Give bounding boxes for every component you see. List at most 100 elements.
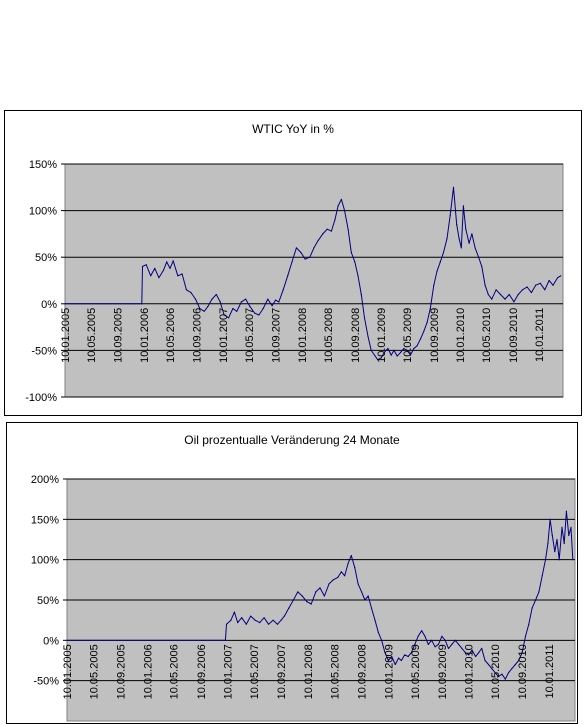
data-point (518, 659, 520, 662)
data-point (436, 270, 438, 272)
data-point (487, 293, 489, 296)
data-point (452, 186, 455, 188)
data-point (407, 655, 409, 658)
data-point (337, 576, 339, 578)
y-tick-label: 50% (35, 252, 57, 264)
x-tick-label: 10.09.2007 (276, 644, 288, 699)
x-tick-label: 10.09.2006 (196, 644, 208, 699)
series-line (65, 186, 562, 361)
data-point (271, 305, 273, 307)
data-point (429, 307, 431, 310)
data-point (283, 615, 285, 617)
data-point (504, 678, 506, 680)
data-point (390, 354, 392, 356)
data-point (334, 219, 336, 221)
data-point (558, 559, 560, 561)
data-point (259, 622, 261, 624)
data-point (323, 595, 325, 597)
data-point (240, 301, 242, 303)
x-tick-label: 10.09.2010 (508, 308, 520, 363)
x-tick-label: 10.01.2005 (60, 308, 72, 363)
data-point (332, 579, 334, 581)
x-tick-label: 10.01.2005 (62, 644, 74, 699)
data-point (387, 659, 389, 662)
data-point (421, 630, 423, 632)
data-point (258, 314, 260, 316)
data-point (434, 646, 436, 648)
data-point (158, 277, 160, 279)
x-tick-label: 10.09.2005 (113, 308, 125, 363)
data-point (570, 526, 572, 528)
data-point (499, 293, 502, 296)
chart-title: WTIC YoY in % (252, 122, 334, 136)
chart-oil-24m-plot: -50% 0% 50% 100% 150% 200% 10.01.2005 10.05.200… (31, 474, 576, 722)
data-point (383, 351, 385, 353)
data-point (547, 542, 549, 545)
data-point (313, 247, 315, 249)
x-tick-label: 10.05.2008 (323, 308, 335, 363)
data-point (481, 647, 483, 649)
data-point (319, 587, 321, 589)
data-point (396, 355, 398, 357)
data-point (393, 349, 395, 351)
data-point (481, 265, 483, 268)
data-point (295, 247, 297, 249)
data-point (406, 349, 408, 351)
data-point (468, 654, 470, 656)
data-point (404, 654, 406, 656)
y-tick-label: 50% (37, 595, 59, 607)
data-point (66, 639, 68, 641)
data-point (387, 347, 389, 350)
data-point (491, 298, 493, 300)
x-tick-label: 10.01.2010 (455, 308, 467, 363)
data-point (275, 299, 277, 301)
data-point (322, 233, 324, 235)
x-tick-label: 10.01.2006 (139, 308, 151, 363)
data-point (166, 261, 168, 263)
data-point (456, 224, 458, 226)
chart-title: Oil prozentualle Veränderung 24 Monate (184, 433, 400, 447)
data-point (292, 599, 294, 601)
data-point (554, 551, 556, 553)
data-point (177, 275, 179, 277)
data-point (447, 647, 450, 649)
data-point (511, 668, 513, 670)
data-point (400, 351, 402, 353)
x-tick-label: 10.09.2005 (116, 644, 128, 699)
data-point (478, 256, 480, 258)
data-point (360, 293, 362, 296)
data-point (419, 338, 421, 340)
data-point (154, 267, 156, 269)
x-tick-label: 10.05.2005 (88, 644, 100, 699)
x-tick-label: 10.05.2009 (402, 308, 414, 363)
data-point (538, 591, 540, 593)
data-point (64, 303, 66, 305)
data-point (454, 639, 456, 641)
data-point (526, 286, 528, 288)
data-point (439, 261, 441, 263)
data-point (278, 301, 280, 303)
data-point (172, 260, 174, 262)
data-point (337, 205, 339, 207)
chart-wtic-yoy: WTIC YoY in % -100% -50% 0% 50% 100% 150% 10.0… (4, 110, 582, 416)
data-point (194, 298, 197, 300)
data-point (423, 331, 425, 333)
data-point (471, 233, 473, 235)
data-point (384, 651, 386, 653)
y-tick-label: 100% (31, 555, 59, 567)
y-tick-label: -50% (33, 676, 59, 688)
data-point (367, 595, 369, 597)
data-point (474, 247, 476, 249)
data-point (340, 198, 342, 200)
chart-wtic-yoy-plot: -100% -50% 0% 50% 100% 150% 10.01.2005 10.05.20… (25, 159, 564, 404)
data-point (211, 298, 213, 300)
data-point (254, 312, 256, 314)
y-tick-label: 150% (31, 514, 59, 526)
data-point (403, 347, 405, 350)
data-point (539, 282, 541, 284)
data-point (391, 655, 393, 658)
data-point (528, 623, 530, 625)
data-point (495, 289, 497, 291)
data-point (306, 601, 308, 603)
data-point (524, 635, 527, 637)
